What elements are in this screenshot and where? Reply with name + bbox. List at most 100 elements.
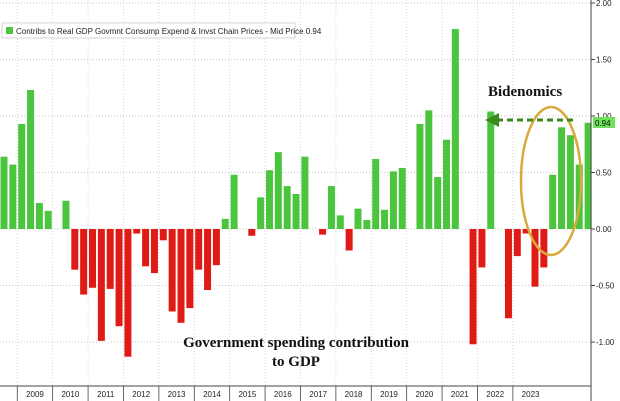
bar (549, 174, 557, 229)
arrow-head (485, 113, 499, 127)
y-tick-label: 0.00 (596, 225, 612, 234)
x-ticks: 2009 2010 2011 2012 2013 2014 2015 2016 2017 2018… (16, 386, 540, 401)
price-tag: 0.94 (593, 117, 615, 128)
bar (292, 193, 300, 229)
bar (469, 229, 477, 345)
bar (106, 229, 114, 289)
legend-label: Contribs to Real GDP Govmnt Consump Expe… (16, 27, 322, 36)
bar (35, 203, 43, 229)
x-tick-label: 2017 (309, 390, 327, 399)
bar (115, 229, 123, 327)
x-tick-label: 2018 (345, 390, 363, 399)
bar (97, 229, 105, 341)
y-tick-label: 0.50 (596, 169, 612, 178)
x-tick-label: 2011 (97, 390, 115, 399)
bar (142, 229, 150, 267)
bar (540, 229, 548, 268)
bar (44, 210, 52, 229)
bar (416, 123, 424, 229)
caption-line-2: to GDP (272, 354, 320, 370)
bar (389, 171, 397, 229)
bar (124, 229, 132, 357)
bar (451, 28, 459, 229)
bar (301, 156, 309, 229)
x-tick-label: 2014 (203, 390, 221, 399)
y-tick-label: 2.00 (596, 0, 612, 8)
x-tick-label: 2010 (61, 390, 79, 399)
bar (89, 229, 96, 288)
bar (168, 229, 176, 312)
plot-area (0, 0, 591, 386)
bar (177, 229, 185, 323)
bar (336, 215, 344, 229)
bar (584, 122, 592, 229)
bar (398, 167, 406, 229)
bar (443, 139, 450, 229)
bar (345, 229, 353, 251)
bar (566, 135, 574, 229)
bar (9, 164, 17, 229)
legend-swatch (6, 27, 13, 34)
bar (186, 229, 194, 309)
bar (283, 186, 291, 229)
bar (381, 209, 389, 229)
bar (212, 229, 220, 266)
bar (18, 123, 26, 229)
bar (504, 229, 512, 319)
bar (195, 229, 203, 270)
x-tick-label: 2016 (274, 390, 292, 399)
highlight-ellipse (519, 105, 583, 257)
bar (327, 186, 335, 229)
bar (363, 219, 371, 229)
caption-line-1: Government spending contribution (183, 335, 410, 351)
x-tick-label: 2013 (168, 390, 186, 399)
bar (150, 229, 158, 274)
bar (71, 229, 79, 270)
bars (0, 28, 592, 357)
y-tick-label: 1.00 (596, 112, 612, 121)
bar (558, 127, 566, 229)
price-tag-label: 0.94 (595, 119, 611, 128)
bar (425, 110, 433, 229)
bar (62, 200, 70, 229)
bar (372, 158, 380, 229)
x-tick-label: 2015 (238, 390, 256, 399)
bidenomics-label: Bidenomics (488, 84, 562, 100)
bar (230, 174, 238, 229)
bar (354, 208, 362, 229)
bar (319, 229, 327, 235)
bar (257, 197, 265, 229)
bar (80, 229, 88, 295)
bar (522, 229, 530, 234)
bar (0, 156, 8, 229)
bar (27, 90, 35, 229)
bar (478, 229, 486, 268)
x-tick-label: 2012 (132, 390, 150, 399)
x-tick-label: 2020 (415, 390, 433, 399)
bar (248, 229, 256, 236)
y-tick-label: -0.50 (596, 282, 615, 291)
y-tick-label: -1.00 (596, 338, 615, 347)
y-tick-label: 1.50 (596, 56, 612, 65)
y-ticks: 2.00 1.50 1.00 0.50 0.00 -0.50 -1.00 (591, 0, 615, 347)
bar (221, 218, 229, 229)
legend-box (1, 22, 296, 39)
legend: Contribs to Real GDP Govmnt Consump Expe… (1, 22, 322, 39)
x-tick-label: 2021 (451, 390, 469, 399)
bidenomics-arrow (485, 113, 576, 127)
bar (513, 229, 521, 257)
bar (266, 170, 273, 229)
bar (434, 177, 442, 229)
bar (487, 111, 495, 229)
x-tick-label: 2023 (522, 390, 540, 399)
x-tick-label: 2019 (380, 390, 398, 399)
bar (204, 229, 212, 291)
x-tick-label: 2009 (26, 390, 44, 399)
price-tag-box (593, 117, 615, 128)
bar (159, 229, 167, 241)
bar (274, 152, 282, 229)
bar (531, 229, 539, 287)
x-tick-label: 2022 (486, 390, 504, 399)
bar (133, 229, 141, 234)
